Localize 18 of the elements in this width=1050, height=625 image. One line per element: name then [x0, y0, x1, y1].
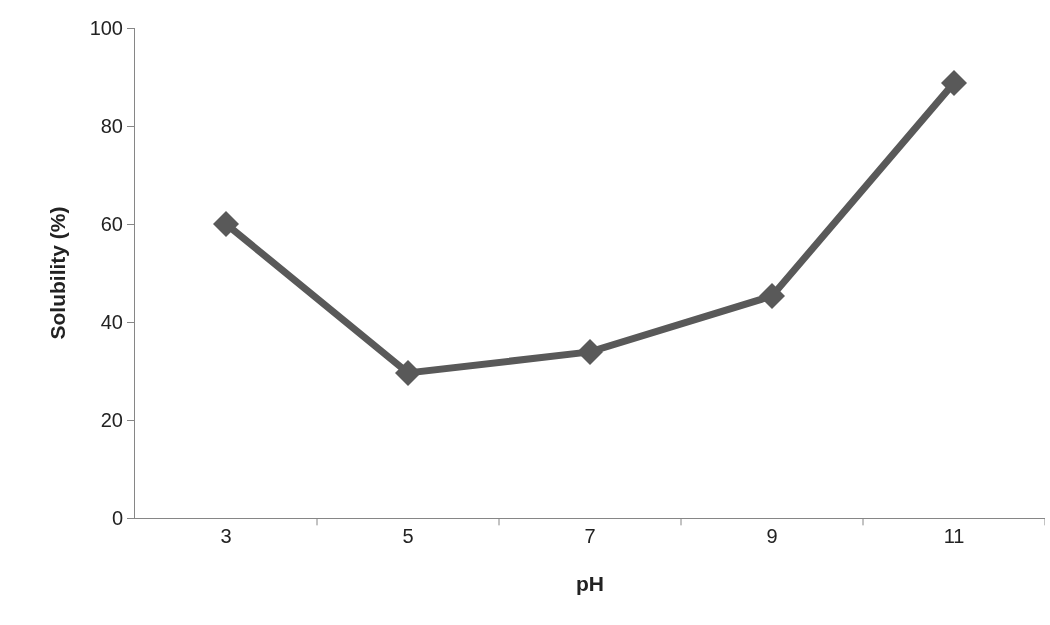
- x-tick-label: 11: [943, 525, 965, 547]
- x-tick-label: 7: [584, 525, 596, 547]
- y-tick-label: 40: [100, 311, 123, 333]
- point: [759, 283, 785, 310]
- x-tick-label: 5: [402, 525, 414, 547]
- point: [941, 69, 967, 96]
- x-tick-label: 3: [220, 525, 232, 547]
- y-tick-label: 80: [100, 115, 123, 137]
- point: [395, 359, 421, 386]
- y-tick-label: 20: [100, 409, 123, 431]
- point: [213, 211, 239, 237]
- point: [577, 338, 603, 365]
- y-axis-title: Solubility (%): [45, 206, 69, 340]
- x-axis-title: pH: [576, 572, 604, 596]
- x-tick-label: 9: [766, 525, 778, 547]
- y-tick-label: 100: [89, 17, 123, 39]
- y-tick-label: 0: [111, 507, 123, 529]
- y-tick-label: 60: [100, 213, 123, 235]
